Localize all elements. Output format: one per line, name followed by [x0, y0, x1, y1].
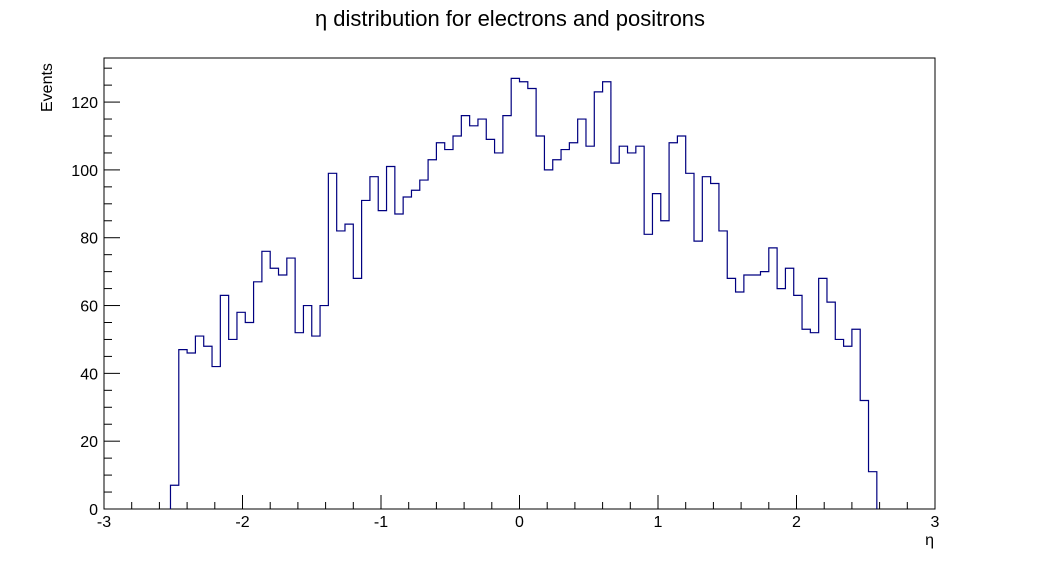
x-tick-label: 2	[792, 514, 801, 531]
y-tick-label: 40	[80, 366, 98, 383]
y-tick-label: 100	[71, 163, 98, 180]
plot-frame	[103, 57, 936, 510]
y-axis-label: Events	[39, 63, 56, 112]
y-axis: 0 20 40 60 80 100 120	[71, 67, 120, 519]
x-tick-label: -2	[235, 514, 249, 531]
x-tick-label: 3	[931, 514, 940, 531]
x-axis-label: η	[925, 532, 934, 549]
y-tick-label: 20	[80, 434, 98, 451]
x-tick-label: -1	[374, 514, 388, 531]
y-tick-label: 80	[80, 231, 98, 248]
x-tick-label: -3	[97, 514, 111, 531]
x-tick-label: 1	[654, 514, 663, 531]
y-tick-label: 120	[71, 95, 98, 112]
histogram-series	[169, 77, 878, 509]
y-tick-label: 60	[80, 299, 98, 316]
y-tick-label: 0	[89, 502, 98, 519]
x-tick-label: 0	[515, 514, 524, 531]
x-axis: -3 -2 -1 0 1 2 3	[97, 495, 940, 531]
chart-title: η distribution for electrons and positro…	[315, 6, 705, 31]
